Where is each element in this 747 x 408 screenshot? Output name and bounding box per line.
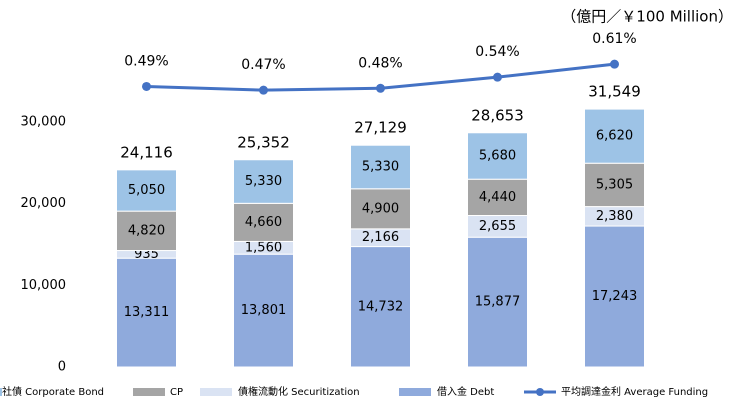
bar-segment [467,132,528,180]
legend-label: 債権流動化 Securitization [238,385,360,398]
value-label: 4,900 [362,201,399,216]
bar-segment [233,159,294,204]
value-label: 4,660 [245,215,282,230]
total-label: 31,549 [588,83,641,101]
value-label: 4,440 [479,190,516,205]
value-label: 17,243 [592,289,638,304]
unit-annotation: （億円／￥100 Million） [561,8,733,26]
y-tick-label: 20,000 [21,196,67,211]
y-tick-label: 0 [58,360,66,375]
bar-segment [467,178,528,217]
legend-swatch [0,388,2,396]
bar-segment [116,210,177,252]
y-tick-label: 10,000 [21,278,67,293]
value-label: 13,801 [241,303,287,318]
line-marker [610,59,619,69]
value-label: 5,050 [128,183,165,198]
bar-segment [584,162,645,208]
bar-segment [584,108,645,164]
value-label: 5,330 [245,174,282,189]
value-label: 4,820 [128,223,165,238]
line-value-label: 0.54% [475,44,519,60]
line-marker [142,81,151,91]
value-label: 6,620 [596,129,633,144]
line-value-label: 0.49% [124,53,168,69]
legend-label: CP [170,387,183,398]
bar-segment [233,202,294,242]
legend-swatch [200,388,232,396]
legend-swatch [399,388,431,396]
legend-swatch [133,388,165,396]
total-label: 25,352 [237,133,290,151]
legend-label: 社債 Corporate Bond [2,385,104,398]
line-value-label: 0.47% [241,57,285,73]
line-value-label: 0.48% [358,55,402,71]
value-label: 2,380 [596,209,633,224]
y-tick-label: 30,000 [21,114,67,129]
value-label: 5,680 [479,148,516,163]
legend-swatch-marker [536,388,544,396]
line-value-label: 0.61% [592,31,636,47]
bar-segment [350,188,411,230]
bar-segment [350,144,411,190]
legend-label: 平均調達金利 Average Funding [561,385,708,398]
line-marker [259,85,268,95]
bar-segment [467,236,528,368]
value-label: 5,305 [596,177,633,192]
value-label: 2,655 [479,219,516,234]
total-label: 28,653 [471,106,524,124]
bar-segment [116,257,177,368]
bar-segment [350,246,411,368]
value-label: 5,330 [362,160,399,175]
line-marker [376,83,385,93]
value-label: 1,560 [245,240,282,255]
total-label: 24,116 [120,143,173,161]
value-label: 15,877 [475,295,521,310]
value-label: 14,732 [358,299,404,314]
line-marker [493,72,502,82]
value-label: 13,311 [124,305,170,320]
legend-label: 借入金 Debt [437,385,494,398]
total-label: 27,129 [354,119,407,137]
bar-segment [116,169,177,212]
value-label: 2,166 [362,230,399,245]
